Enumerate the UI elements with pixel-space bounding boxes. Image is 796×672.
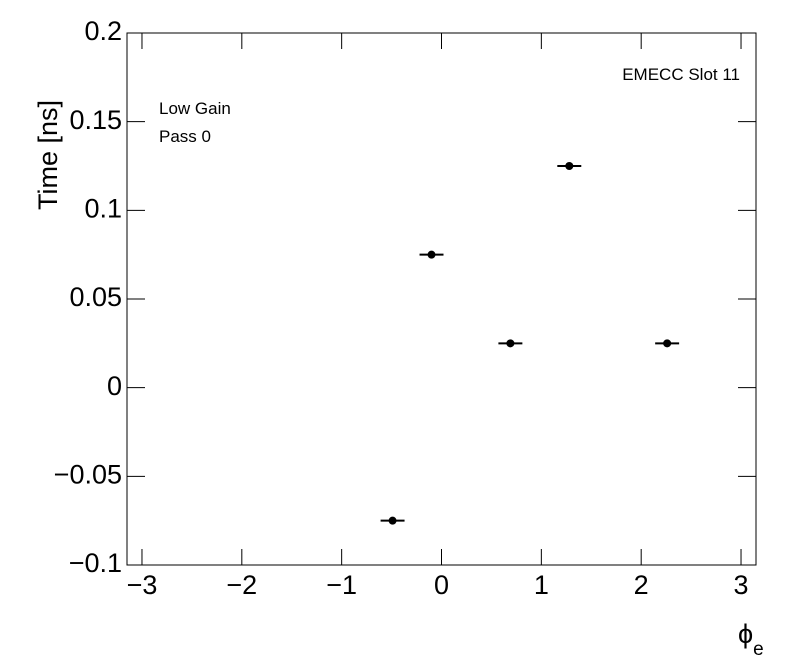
- y-tick-label: 0: [107, 371, 122, 401]
- y-tick-label: 0.05: [69, 282, 122, 312]
- x-axis-subscript: e: [753, 639, 764, 660]
- data-point: [663, 339, 672, 348]
- data-point: [388, 516, 397, 525]
- x-tick-label: 2: [634, 570, 649, 600]
- annotation: Low Gain: [159, 99, 231, 118]
- x-tick-label: 1: [534, 570, 549, 600]
- x-tick-label: −1: [326, 570, 357, 600]
- x-tick-label: −2: [226, 570, 257, 600]
- y-tick-label: 0.15: [69, 105, 122, 135]
- y-tick-label: 0.1: [84, 193, 122, 223]
- x-axis-label: ϕe: [738, 619, 764, 660]
- y-tick-label: −0.05: [54, 459, 122, 489]
- y-tick-label: −0.1: [69, 548, 122, 578]
- y-axis-label: Time [ns]: [33, 100, 63, 210]
- x-axis-symbol: ϕ: [738, 619, 753, 649]
- data-point: [427, 250, 436, 259]
- annotation: EMECC Slot 11: [622, 65, 740, 84]
- data-point: [506, 339, 515, 348]
- data-point: [565, 162, 574, 170]
- annotation: Pass 0: [159, 127, 211, 146]
- y-tick-label: 0.2: [84, 16, 122, 46]
- x-tick-label: 0: [434, 570, 449, 600]
- x-tick-label: −3: [127, 570, 158, 600]
- x-tick-label: 3: [734, 570, 749, 600]
